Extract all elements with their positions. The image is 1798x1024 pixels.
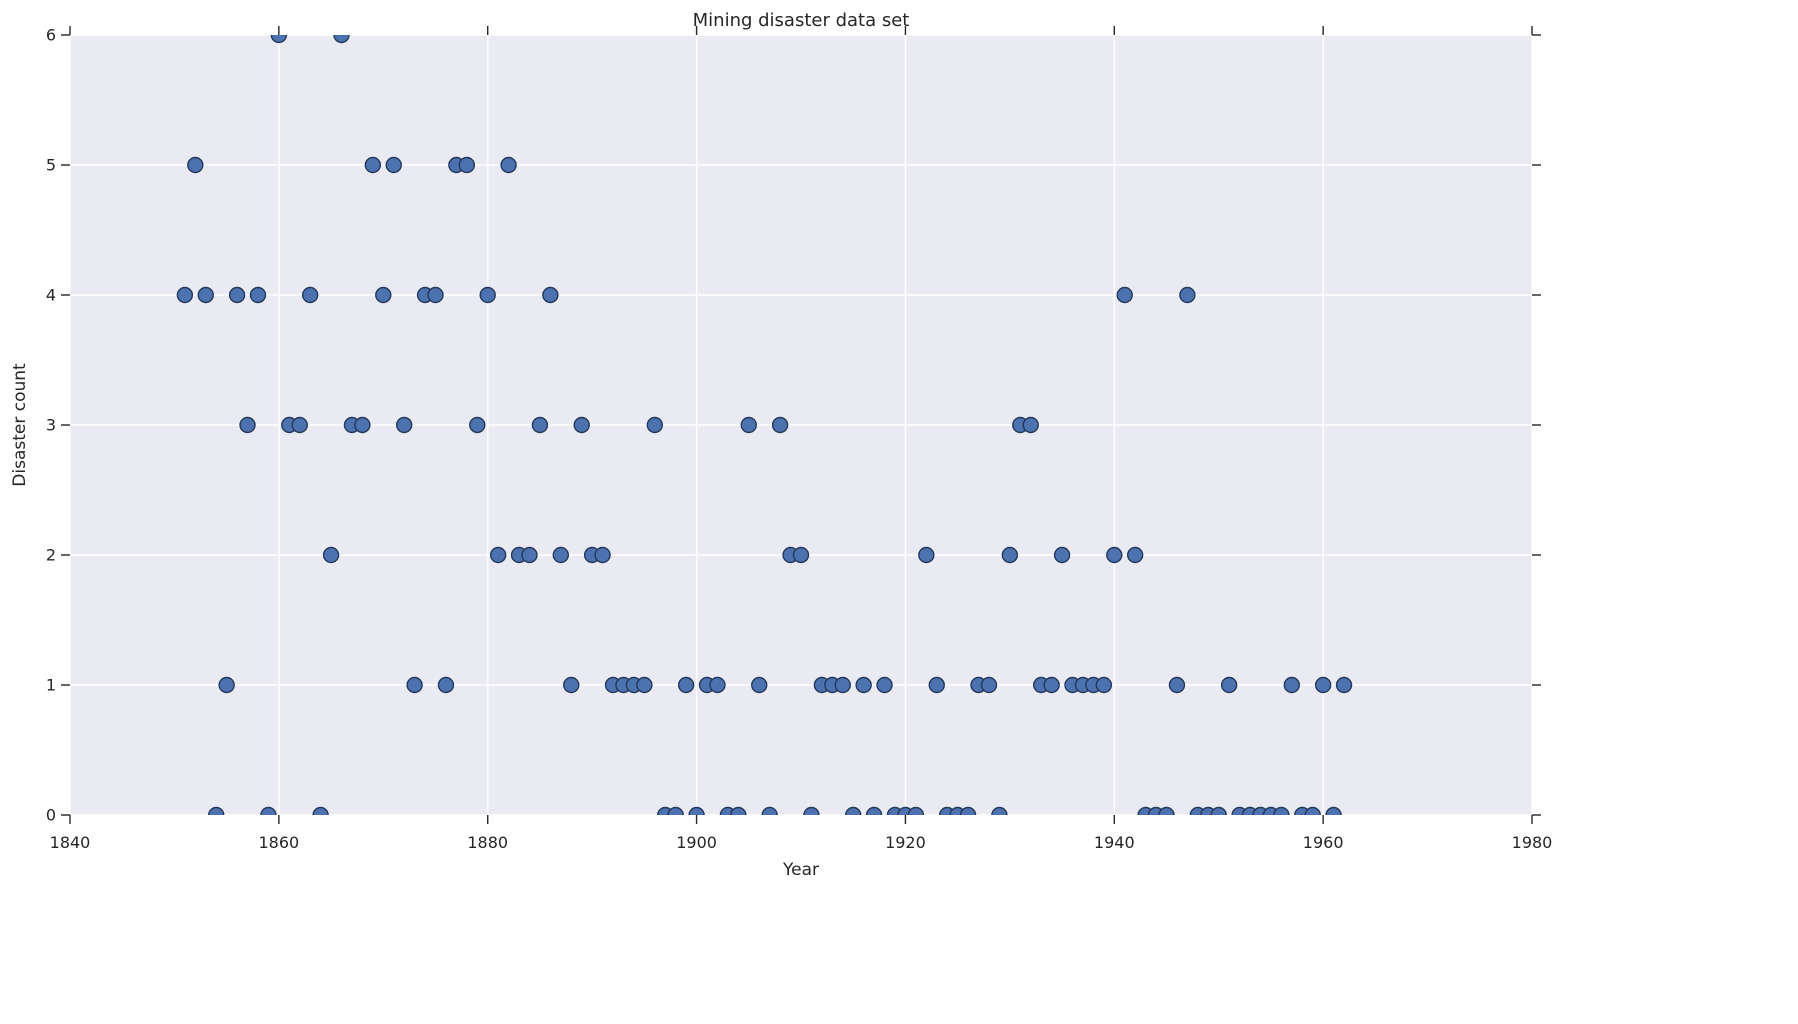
y-tick-label: 6 (46, 26, 56, 45)
data-point (218, 676, 235, 694)
data-point (740, 416, 757, 434)
y-tick-label: 5 (46, 156, 56, 175)
data-point (228, 286, 246, 304)
data-point (1116, 286, 1133, 304)
data-point (991, 806, 1008, 815)
data-point (552, 546, 570, 564)
data-point (301, 286, 319, 304)
data-point (803, 806, 820, 815)
data-point (208, 806, 225, 815)
data-point (792, 546, 810, 564)
data-point (1304, 806, 1321, 815)
data-point (1179, 286, 1196, 304)
data-point (563, 676, 580, 694)
data-point (1022, 416, 1039, 434)
data-point (375, 286, 392, 304)
data-point (1158, 806, 1175, 815)
data-point (406, 676, 423, 694)
data-point (354, 416, 371, 434)
data-point (1106, 546, 1123, 564)
data-point (1325, 806, 1342, 815)
data-point (771, 416, 789, 434)
data-point (865, 806, 883, 815)
data-point (437, 676, 455, 694)
y-tick-label: 1 (46, 676, 56, 695)
data-point (249, 286, 267, 304)
data-point (1053, 546, 1071, 564)
data-point (270, 35, 288, 44)
x-axis-label: Year (783, 860, 819, 880)
data-point (427, 286, 444, 304)
data-point (385, 156, 402, 174)
x-tick-label: 1840 (50, 833, 91, 852)
data-point (521, 546, 538, 564)
data-point (677, 676, 695, 694)
data-point (1273, 806, 1290, 815)
data-point (636, 676, 653, 694)
y-axis-label: Disaster count (10, 363, 30, 487)
data-point (573, 416, 590, 434)
data-point (479, 286, 496, 304)
data-point (855, 676, 872, 694)
points-layer (176, 35, 1353, 815)
data-point (730, 806, 747, 815)
data-point (531, 416, 549, 434)
data-point (239, 416, 256, 434)
data-point (542, 286, 559, 304)
x-tick-label: 1900 (676, 833, 717, 852)
data-point (1168, 676, 1186, 694)
data-point (1210, 806, 1227, 815)
data-point (1335, 676, 1353, 694)
x-tick-label: 1980 (1512, 833, 1553, 852)
data-point (980, 676, 998, 694)
data-point (959, 806, 977, 815)
data-point (1043, 676, 1060, 694)
data-point (918, 546, 935, 564)
data-point (907, 806, 925, 815)
x-tick-label: 1940 (1094, 833, 1135, 852)
data-point (1220, 676, 1238, 694)
y-tick-label: 4 (46, 286, 56, 305)
x-tick-label: 1860 (258, 833, 299, 852)
y-tick-label: 3 (46, 416, 56, 435)
data-point (489, 546, 507, 564)
data-point (876, 676, 893, 694)
data-point (845, 806, 862, 815)
data-point (312, 806, 329, 815)
data-point (1126, 546, 1144, 564)
data-point (1314, 676, 1332, 694)
data-point (500, 156, 517, 174)
data-point (176, 286, 194, 304)
data-point (469, 416, 486, 434)
data-point (646, 416, 663, 434)
data-point (834, 676, 851, 694)
data-point (333, 35, 350, 44)
x-tick-label: 1960 (1303, 833, 1344, 852)
data-point (187, 156, 204, 174)
data-point (1001, 546, 1019, 564)
y-tick-label: 2 (46, 546, 56, 565)
x-tick-label: 1880 (467, 833, 508, 852)
x-tick-label: 1920 (885, 833, 926, 852)
data-point (751, 676, 768, 694)
data-point (928, 676, 945, 694)
data-point (667, 806, 684, 815)
data-point (395, 416, 413, 434)
data-point (291, 416, 308, 434)
data-point (458, 156, 476, 174)
data-point (688, 806, 705, 815)
data-point (260, 806, 277, 815)
y-tick-label: 0 (46, 806, 56, 825)
data-point (1095, 676, 1113, 694)
data-point (364, 156, 382, 174)
data-point (709, 676, 726, 694)
data-point (761, 806, 778, 815)
data-point (1283, 676, 1301, 694)
data-point (322, 546, 340, 564)
data-point (594, 546, 611, 564)
chart-title: Mining disaster data set (692, 10, 910, 31)
data-point (197, 286, 214, 304)
